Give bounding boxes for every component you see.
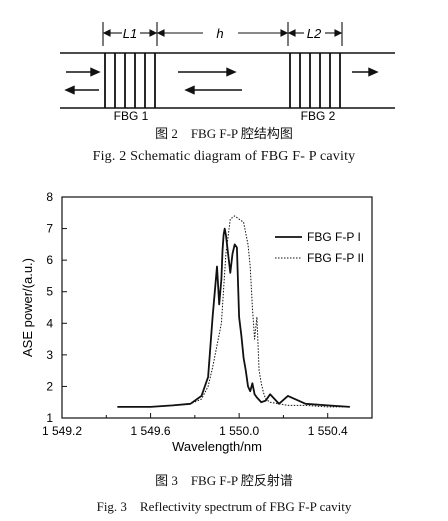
x-tick-label: 1 550.0 bbox=[219, 424, 259, 438]
y-axis-label: ASE power/(a.u.) bbox=[20, 258, 35, 357]
label-h: h bbox=[216, 26, 223, 41]
arrow-right-icon bbox=[90, 67, 101, 77]
series-line-1 bbox=[117, 227, 350, 408]
legend-label: FBG F-P II bbox=[307, 251, 364, 265]
figure2-caption-en: Fig. 2 Schematic diagram of FBG F- P cav… bbox=[92, 149, 356, 164]
reflectivity-spectrum-chart: 1 549.2 1 549.6 1 550.0 1 550.4 1 2 3 4 5 6 7 8 FB… bbox=[20, 190, 373, 454]
series-line-2 bbox=[117, 215, 350, 408]
y-tick-label: 8 bbox=[46, 190, 53, 204]
plot-frame bbox=[61, 196, 373, 419]
fbg-cavity-schematic: L1 h L2 FBG 1 FBG 2 bbox=[60, 22, 395, 122]
x-tick-label: 1 550.4 bbox=[308, 424, 348, 438]
arrow-left-icon bbox=[64, 85, 75, 95]
y-tick-label: 4 bbox=[46, 316, 53, 330]
arrow-right-icon bbox=[226, 67, 237, 77]
x-axis-label: Wavelength/nm bbox=[172, 439, 262, 454]
fbg2-grating bbox=[289, 53, 341, 108]
y-tick-label: 3 bbox=[46, 348, 53, 362]
figure2-caption-cn: 图 2 FBG F-P 腔结构图 bbox=[155, 126, 293, 141]
figure3-caption-cn: 图 3 FBG F-P 腔反射谱 bbox=[155, 473, 293, 488]
figure3-caption-en: Fig. 3 Reflectivity spectrum of FBG F-P … bbox=[96, 499, 352, 514]
y-tick-label: 2 bbox=[46, 379, 53, 393]
propagation-arrows bbox=[64, 67, 379, 95]
y-axis-ticks: 1 2 3 4 5 6 7 8 bbox=[46, 190, 67, 425]
chart-legend: FBG F-P I FBG F-P II bbox=[275, 230, 364, 265]
label-l2: L2 bbox=[307, 26, 322, 41]
x-tick-label: 1 549.6 bbox=[131, 424, 171, 438]
chart-series bbox=[117, 215, 350, 408]
y-tick-label: 5 bbox=[46, 285, 53, 299]
y-tick-label: 7 bbox=[46, 222, 53, 236]
x-axis-ticks: 1 549.2 1 549.6 1 550.0 1 550.4 bbox=[42, 413, 348, 438]
arrow-left-icon bbox=[184, 85, 195, 95]
legend-label: FBG F-P I bbox=[307, 230, 361, 244]
y-tick-label: 1 bbox=[46, 411, 53, 425]
y-tick-label: 6 bbox=[46, 253, 53, 267]
fbg2-label: FBG 2 bbox=[301, 109, 336, 122]
fbg1-grating bbox=[104, 53, 156, 108]
x-tick-label: 1 549.2 bbox=[42, 424, 82, 438]
arrow-right-icon bbox=[368, 67, 379, 77]
label-l1: L1 bbox=[123, 26, 137, 41]
fbg1-label: FBG 1 bbox=[114, 109, 149, 122]
chart-axes bbox=[61, 196, 373, 419]
